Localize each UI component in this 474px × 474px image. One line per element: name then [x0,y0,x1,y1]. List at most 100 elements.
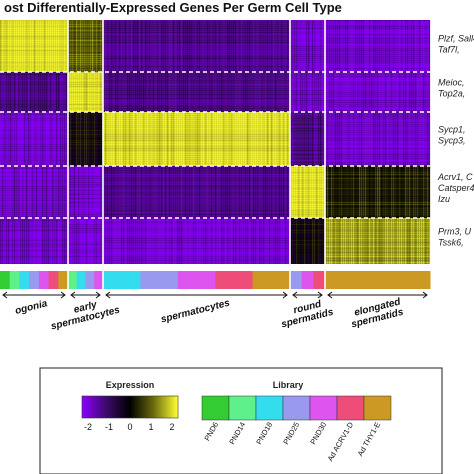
heatmap-block [0,166,68,218]
library-track-cell [58,271,69,289]
color-scale-step [116,396,118,418]
color-scale-step [120,396,122,418]
heatmap-block [103,72,291,112]
color-scale-step [149,396,151,418]
library-track-cell [215,271,254,289]
color-scale-step [88,396,90,418]
color-scale-step [125,396,127,418]
color-scale-step [90,396,92,418]
color-scale-step [112,396,114,418]
color-scale-step [113,396,115,418]
gene-group-label: Izu [438,194,450,204]
color-scale-step [117,396,119,418]
color-scale-step [157,396,159,418]
color-scale-step [128,396,130,418]
color-scale-step [163,396,165,418]
library-track-cell [85,271,95,289]
color-scale-step [150,396,152,418]
heatmap-block [290,112,326,166]
color-scale-step [101,396,103,418]
color-scale-step [153,396,155,418]
color-scale-step [169,396,171,418]
color-scale-step [83,396,85,418]
color-scale-step [135,396,137,418]
color-scale-step [136,396,138,418]
color-scale-step [86,396,88,418]
color-scale-step [123,396,125,418]
heatmap-block [290,218,326,264]
gene-group-label: Taf7l, [438,45,460,55]
heatmap-block [290,72,326,112]
color-scale-step [145,396,147,418]
color-scale-tick: -1 [105,422,113,432]
heatmap-block [68,72,104,112]
color-scale-frame [81,395,179,419]
color-scale-step [118,396,120,418]
color-scale-step [129,396,131,418]
color-scale-step [172,396,174,418]
color-scale-step [161,396,163,418]
heatmap-block [103,112,291,166]
cell-type-bracket: spermatocytes [105,291,288,326]
expression-legend-title: Expression [106,380,155,390]
heatmap-block [325,20,431,72]
color-scale-step [131,396,133,418]
gene-group-label: Acrv1, C [437,172,473,182]
cell-type-label: spermatocytes [160,298,232,326]
color-scale-step [119,396,121,418]
color-scale-step [103,396,105,418]
gene-group-label: Catsper4, [438,183,474,193]
heatmap-block [0,218,68,264]
library-track-cell [76,271,86,289]
expression-color-scale: -2 -1 0 1 2 [81,395,179,432]
heatmap-block [68,112,104,166]
color-scale-step [127,396,129,418]
color-scale-step [151,396,153,418]
library-track-cell [94,271,104,289]
color-scale-step [122,396,124,418]
color-scale-step [154,396,156,418]
color-scale-step [134,396,136,418]
color-scale-step [126,396,128,418]
library-track-cell [103,271,141,289]
color-scale-step [124,396,126,418]
library-track-cell [313,271,326,289]
color-scale-step [165,396,167,418]
color-scale-step [171,396,173,418]
gene-group-label: Prm3, U [438,227,472,237]
color-scale-step [142,396,144,418]
color-scale-step [84,396,86,418]
color-scale-step [105,396,107,418]
heatmap-block [68,166,104,218]
color-scale-step [107,396,109,418]
library-track-cell [68,271,78,289]
heatmap-block [290,166,326,218]
cell-type-label: ogonia [14,298,49,317]
color-scale-tick: 2 [169,422,174,432]
color-scale-step [82,396,84,418]
color-scale-step [166,396,168,418]
library-track-cell [19,271,30,289]
gene-group-label: Plzf, Sall4, [438,34,474,44]
library-track-cell [0,271,11,289]
library-track-cell [325,271,431,289]
color-scale-step [167,396,169,418]
color-scale-step [175,396,177,418]
color-scale-step [121,396,123,418]
chart-title: ost Differentially-Expressed Genes Per G… [4,0,342,15]
heatmap-block [325,112,431,166]
color-scale-step [177,396,179,418]
color-scale-step [100,396,102,418]
color-scale-step [87,396,89,418]
color-scale-step [174,396,176,418]
library-track-cell [140,271,179,289]
color-scale-step [92,396,94,418]
heatmap-block [68,20,104,72]
library-track-cell [252,271,291,289]
cell-type-bracket: ogonia [2,291,66,317]
